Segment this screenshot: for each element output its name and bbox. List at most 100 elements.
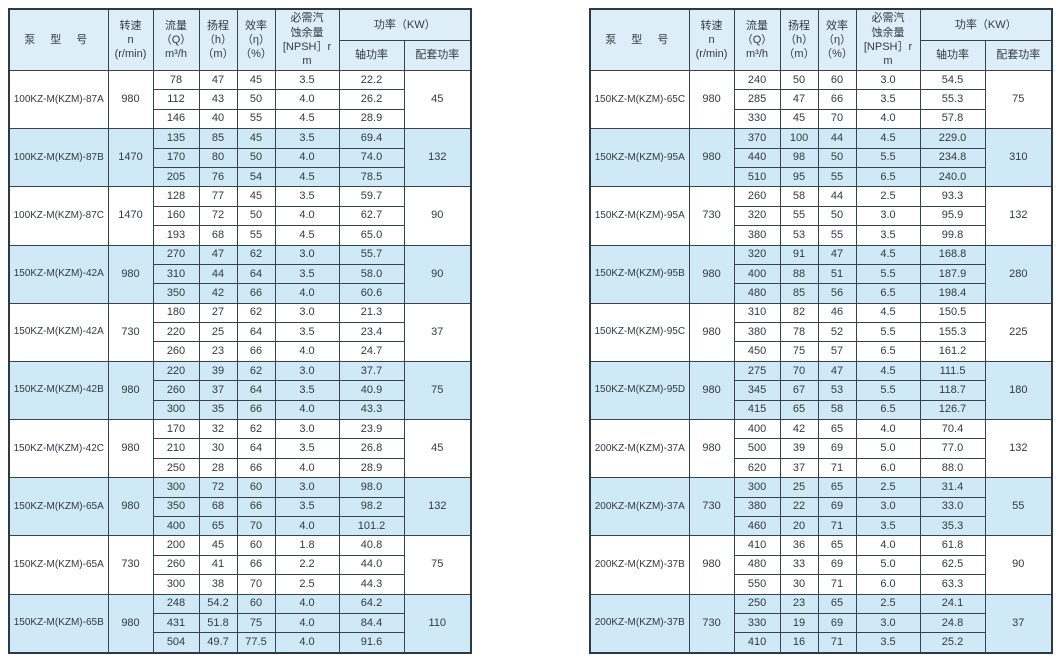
head-cell: 35 [198,399,238,421]
efficiency-cell: 70 [236,515,276,537]
table-row: 100KZ-M(KZM)-87A 980 78 47 45 3.5 22.2 45 [8,69,472,130]
model-cell: 150KZ-M(KZM)-42A [8,302,109,362]
speed-header: 转速 n (r/min) [688,8,735,71]
shaft-power-cell: 118.7 [919,380,986,401]
head-cell: 44 [198,263,238,285]
rated-power-cell: 75 [984,69,1053,130]
flow-cell: 310 [152,263,200,285]
head-cell: 68 [198,496,238,517]
npsh-cell: 2.5 [855,593,921,614]
speed-cell: 980 [107,360,154,421]
npsh-cell: 2.5 [274,574,340,595]
table-row: 150KZ-M(KZM)-65A 730 200 45 60 1.8 40.8 75 [8,535,472,595]
shaft-power-cell: 65.0 [338,225,405,246]
efficiency-cell: 64 [236,380,276,401]
npsh-cell: 4.5 [855,244,921,265]
flow-cell: 500 [733,438,781,459]
rated-power-cell: 180 [984,360,1053,421]
efficiency-cell: 55 [817,225,857,246]
pump-spec-table-right: 泵 型 号转速 n (r/min) 流量 （Q） m³/h 扬程 （h） （m） 效率… [589,8,1054,654]
model-cell: 150KZ-M(KZM)-65A [8,535,109,595]
head-cell: 67 [779,380,819,401]
shaft-power-cell: 78.5 [338,166,405,188]
rated-power-cell: 110 [403,593,472,654]
head-cell: 80 [198,147,238,168]
head-cell: 16 [779,632,819,654]
rated-power-cell: 132 [984,186,1053,246]
shaft-power-cell: 63.3 [919,574,986,595]
model-header: 泵 型 号 [8,8,109,71]
table-row: 400 65 70 4.0 101.2 [9,515,471,537]
efficiency-cell: 62 [236,244,276,265]
efficiency-cell: 47 [817,244,857,265]
speed-cell: 980 [688,128,735,188]
npsh-cell: 6.0 [855,457,921,479]
head-cell: 37 [198,380,238,401]
rated-power-cell: 90 [403,244,472,304]
shaft-power-cell: 35.3 [919,515,986,537]
flow-cell: 345 [733,380,781,401]
flow-cell: 300 [152,477,200,498]
head-cell: 58 [779,186,819,207]
npsh-cell: 3.5 [274,322,340,343]
efficiency-cell: 66 [236,399,276,421]
table-row: 380 78 52 5.5 155.3 [590,322,1052,343]
shaft-power-cell: 58.0 [338,263,405,285]
npsh-cell: 5.5 [855,380,921,401]
pump-spec-table: 泵 型 号转速 n (r/min) 流量 （Q） m³/h 扬程 （h） （m） 效率… [589,8,1054,654]
npsh-cell: 6.5 [855,399,921,421]
shaft-power-cell: 64.2 [338,593,405,614]
head-cell: 38 [198,574,238,595]
npsh-cell: 3.5 [274,438,340,459]
shaft-power-cell: 91.6 [338,632,405,654]
rated-power-cell: 132 [403,477,472,537]
efficiency-cell: 64 [236,263,276,285]
head-cell: 51.8 [198,612,238,634]
model-cell: 150KZ-M(KZM)-42B [8,360,109,421]
head-cell: 23 [779,593,819,614]
table-row: 260 37 64 3.5 40.9 [9,380,471,401]
shaft-power-cell: 126.7 [919,399,986,421]
shaft-power-cell: 150.5 [919,302,986,324]
head-cell: 95 [779,166,819,188]
efficiency-cell: 50 [236,89,276,110]
efficiency-cell: 57 [817,341,857,362]
shaft-power-header: 轴功率 [919,40,986,71]
shaft-power-cell: 84.4 [338,612,405,634]
flow-cell: 460 [733,515,781,537]
npsh-cell: 4.5 [274,225,340,246]
table-row: 310 44 64 3.5 58.0 [9,263,471,285]
head-header: 扬程 （h） （m） [779,8,819,71]
head-cell: 65 [198,515,238,537]
efficiency-cell: 45 [236,128,276,149]
shaft-power-cell: 59.7 [338,186,405,207]
efficiency-cell: 52 [817,322,857,343]
speed-cell: 980 [688,535,735,595]
rated-power-header: 配套功率 [984,40,1053,71]
npsh-cell: 3.0 [855,612,921,634]
table-row: 300 35 66 4.0 43.3 [9,399,471,421]
flow-cell: 250 [152,457,200,479]
shaft-power-cell: 95.9 [919,205,986,227]
head-cell: 77 [198,186,238,207]
efficiency-cell: 50 [817,205,857,227]
head-cell: 53 [779,225,819,246]
speed-cell: 730 [107,302,154,362]
shaft-power-cell: 111.5 [919,360,986,382]
efficiency-cell: 50 [817,147,857,168]
head-cell: 47 [779,89,819,110]
table-row: 150KZ-M(KZM)-95D 980 275 70 47 4.5 111.5 180 [589,360,1053,421]
efficiency-header: 效率 （η） （%） [236,8,276,71]
npsh-header: 必需汽 蚀余量 [NPSH］r m [274,8,340,71]
shaft-power-cell: 155.3 [919,322,986,343]
shaft-power-cell: 187.9 [919,263,986,285]
table-row: 220 25 64 3.5 23.4 [9,322,471,343]
shaft-power-cell: 93.3 [919,186,986,207]
shaft-power-cell: 40.8 [338,535,405,556]
pump-spec-table: 泵 型 号转速 n (r/min) 流量 （Q） m³/h 扬程 （h） （m） 效率… [8,8,473,654]
flow-header: 流量 （Q） m³/h [152,8,200,71]
table-row: 620 37 71 6.0 88.0 [590,457,1052,479]
npsh-cell: 4.0 [274,632,340,654]
npsh-cell: 4.0 [274,341,340,362]
head-cell: 39 [198,360,238,382]
